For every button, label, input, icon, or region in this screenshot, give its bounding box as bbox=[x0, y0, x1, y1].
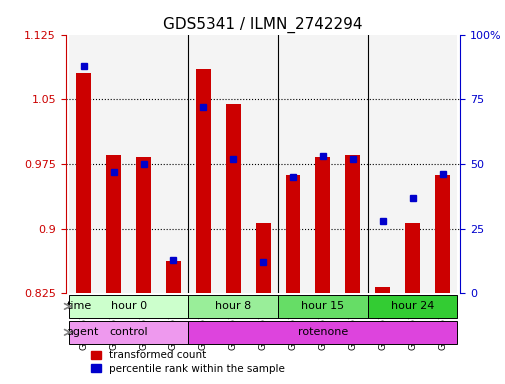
Bar bbox=[106, 156, 121, 293]
Bar bbox=[158, 35, 188, 293]
Bar bbox=[278, 35, 308, 293]
Bar bbox=[218, 35, 247, 293]
Text: agent: agent bbox=[66, 327, 98, 337]
Bar bbox=[315, 157, 330, 293]
Title: GDS5341 / ILMN_2742294: GDS5341 / ILMN_2742294 bbox=[163, 17, 362, 33]
Bar bbox=[188, 35, 218, 293]
Text: control: control bbox=[109, 327, 147, 337]
Bar bbox=[128, 35, 158, 293]
FancyBboxPatch shape bbox=[188, 321, 457, 344]
FancyBboxPatch shape bbox=[69, 321, 188, 344]
Text: hour 0: hour 0 bbox=[110, 301, 146, 311]
FancyBboxPatch shape bbox=[367, 295, 457, 318]
Legend: transformed count, percentile rank within the sample: transformed count, percentile rank withi… bbox=[90, 351, 285, 374]
Bar bbox=[166, 261, 181, 293]
Text: hour 15: hour 15 bbox=[301, 301, 344, 311]
Bar bbox=[255, 223, 270, 293]
Text: hour 24: hour 24 bbox=[390, 301, 433, 311]
Bar bbox=[337, 35, 367, 293]
Bar bbox=[427, 35, 457, 293]
Bar bbox=[195, 69, 211, 293]
Bar bbox=[308, 35, 337, 293]
Bar bbox=[247, 35, 278, 293]
Bar bbox=[397, 35, 427, 293]
FancyBboxPatch shape bbox=[278, 295, 367, 318]
Bar bbox=[69, 35, 98, 293]
Text: rotenone: rotenone bbox=[297, 327, 347, 337]
Bar bbox=[225, 104, 240, 293]
FancyBboxPatch shape bbox=[188, 295, 278, 318]
Bar bbox=[375, 288, 389, 293]
Bar bbox=[76, 73, 91, 293]
Bar bbox=[136, 157, 150, 293]
Text: time: time bbox=[66, 301, 91, 311]
Bar bbox=[98, 35, 128, 293]
Bar bbox=[367, 35, 397, 293]
Bar bbox=[285, 175, 300, 293]
Bar bbox=[345, 156, 360, 293]
Text: hour 8: hour 8 bbox=[215, 301, 251, 311]
Bar bbox=[405, 223, 419, 293]
FancyBboxPatch shape bbox=[69, 295, 188, 318]
Bar bbox=[434, 175, 449, 293]
